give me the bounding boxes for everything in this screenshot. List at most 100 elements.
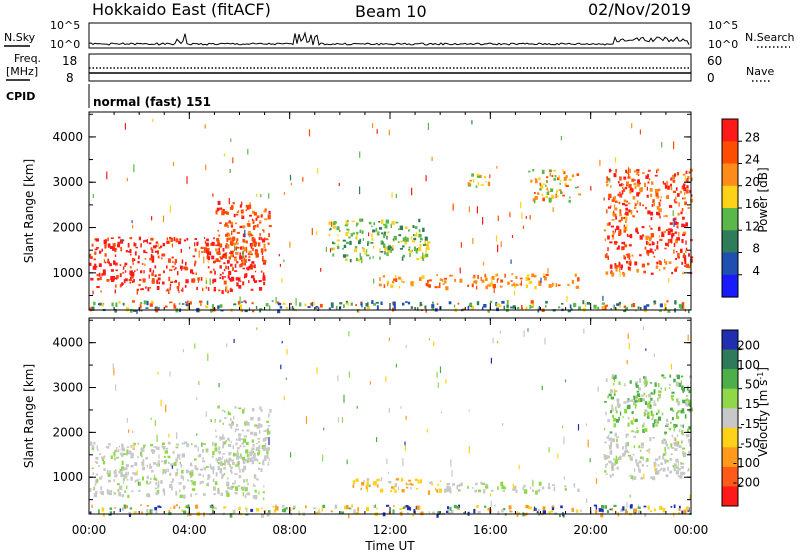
echo-cell [339, 302, 343, 305]
echo-cell [89, 262, 92, 266]
echo-cell [216, 207, 220, 212]
echo-cell [202, 287, 204, 292]
echo-cell [91, 504, 93, 508]
echo-cell [179, 238, 182, 241]
echo-cell [509, 510, 513, 513]
echo-cell [234, 473, 238, 475]
echo-cell [223, 506, 227, 509]
echo-cell [670, 443, 673, 448]
echo-cell [196, 286, 198, 291]
echo-cell [261, 251, 263, 255]
echo-cell [689, 189, 691, 194]
echo-cell [137, 482, 139, 486]
echo-cell [197, 277, 200, 281]
echo-cell [668, 228, 672, 231]
echo-cell [226, 244, 230, 249]
echo-cell [234, 428, 237, 433]
echo-cell [173, 461, 177, 467]
echo-cell [171, 465, 173, 469]
echo-cell [474, 489, 478, 493]
echo-cell [241, 214, 244, 217]
echo-cell [684, 260, 687, 265]
echo-cell [337, 375, 339, 382]
echo-cell [487, 507, 490, 511]
echo-cell [667, 185, 670, 190]
echo-cell [679, 190, 682, 194]
echo-cell [252, 495, 256, 499]
echo-cell [225, 222, 228, 226]
echo-cell [538, 481, 542, 486]
echo-cell [182, 287, 184, 292]
echo-cell [205, 411, 207, 417]
echo-cell [376, 305, 379, 310]
echo-cell [476, 285, 478, 290]
echo-cell [230, 138, 232, 142]
echo-cell [107, 479, 111, 483]
y-tick-label: 3000 [52, 381, 83, 395]
echo-cell [604, 505, 608, 509]
echo-cell [232, 267, 234, 271]
echo-cell [334, 504, 338, 509]
echo-cell [685, 506, 690, 511]
echo-cell [557, 284, 561, 287]
echo-cell [636, 182, 640, 187]
echo-cell [227, 486, 230, 490]
echo-cell [344, 505, 346, 510]
echo-cell [664, 247, 667, 250]
echo-cell [648, 401, 652, 404]
echo-cell [395, 193, 397, 199]
echo-cell [168, 276, 171, 282]
echo-cell [210, 466, 213, 470]
echo-cell [563, 171, 566, 175]
y-tick-label: 4000 [52, 336, 83, 350]
echo-cell [408, 229, 410, 232]
echo-cell [126, 485, 128, 490]
echo-cell [453, 304, 456, 308]
echo-cell [590, 186, 592, 191]
echo-cell [658, 208, 662, 213]
echo-cell [229, 252, 231, 254]
echo-cell [665, 195, 669, 199]
echo-cell [605, 455, 609, 460]
echo-cell [664, 184, 668, 189]
colorbar-tick-label: 50 [745, 378, 760, 392]
echo-cell [687, 176, 690, 180]
echo-cell [240, 454, 243, 459]
echo-cell [485, 278, 488, 281]
echo-cell [242, 225, 245, 229]
echo-cell [624, 244, 628, 248]
echo-cell [650, 476, 652, 479]
echo-cell [478, 489, 482, 493]
echo-cell [613, 204, 616, 208]
echo-cell [242, 459, 244, 461]
echo-cell [660, 196, 662, 199]
echo-cell [659, 215, 661, 219]
echo-cell [227, 266, 230, 270]
echo-cell [244, 487, 248, 492]
echo-cell [121, 454, 124, 458]
echo-cell [102, 457, 104, 459]
echo-cell [256, 442, 258, 445]
echo-cell [235, 428, 239, 431]
echo-cell [221, 476, 224, 480]
echo-cell [251, 275, 255, 279]
echo-cell [599, 159, 601, 166]
x-tick-label: 20:00 [573, 523, 608, 537]
echo-cell [208, 251, 212, 256]
echo-cell [251, 407, 255, 412]
echo-cell [444, 277, 448, 280]
echo-cell [412, 513, 415, 517]
echo-cell [614, 434, 617, 436]
echo-cell [232, 229, 236, 233]
echo-cell [89, 253, 92, 258]
echo-cell [218, 461, 220, 465]
echo-cell [250, 453, 252, 457]
echo-cell [416, 488, 419, 490]
echo-cell [625, 215, 627, 221]
echo-cell [537, 488, 541, 493]
echo-cell [426, 429, 429, 433]
echo-cell [237, 210, 240, 213]
echo-cell [391, 192, 393, 198]
echo-cell [612, 473, 614, 477]
echo-cell [232, 201, 235, 205]
